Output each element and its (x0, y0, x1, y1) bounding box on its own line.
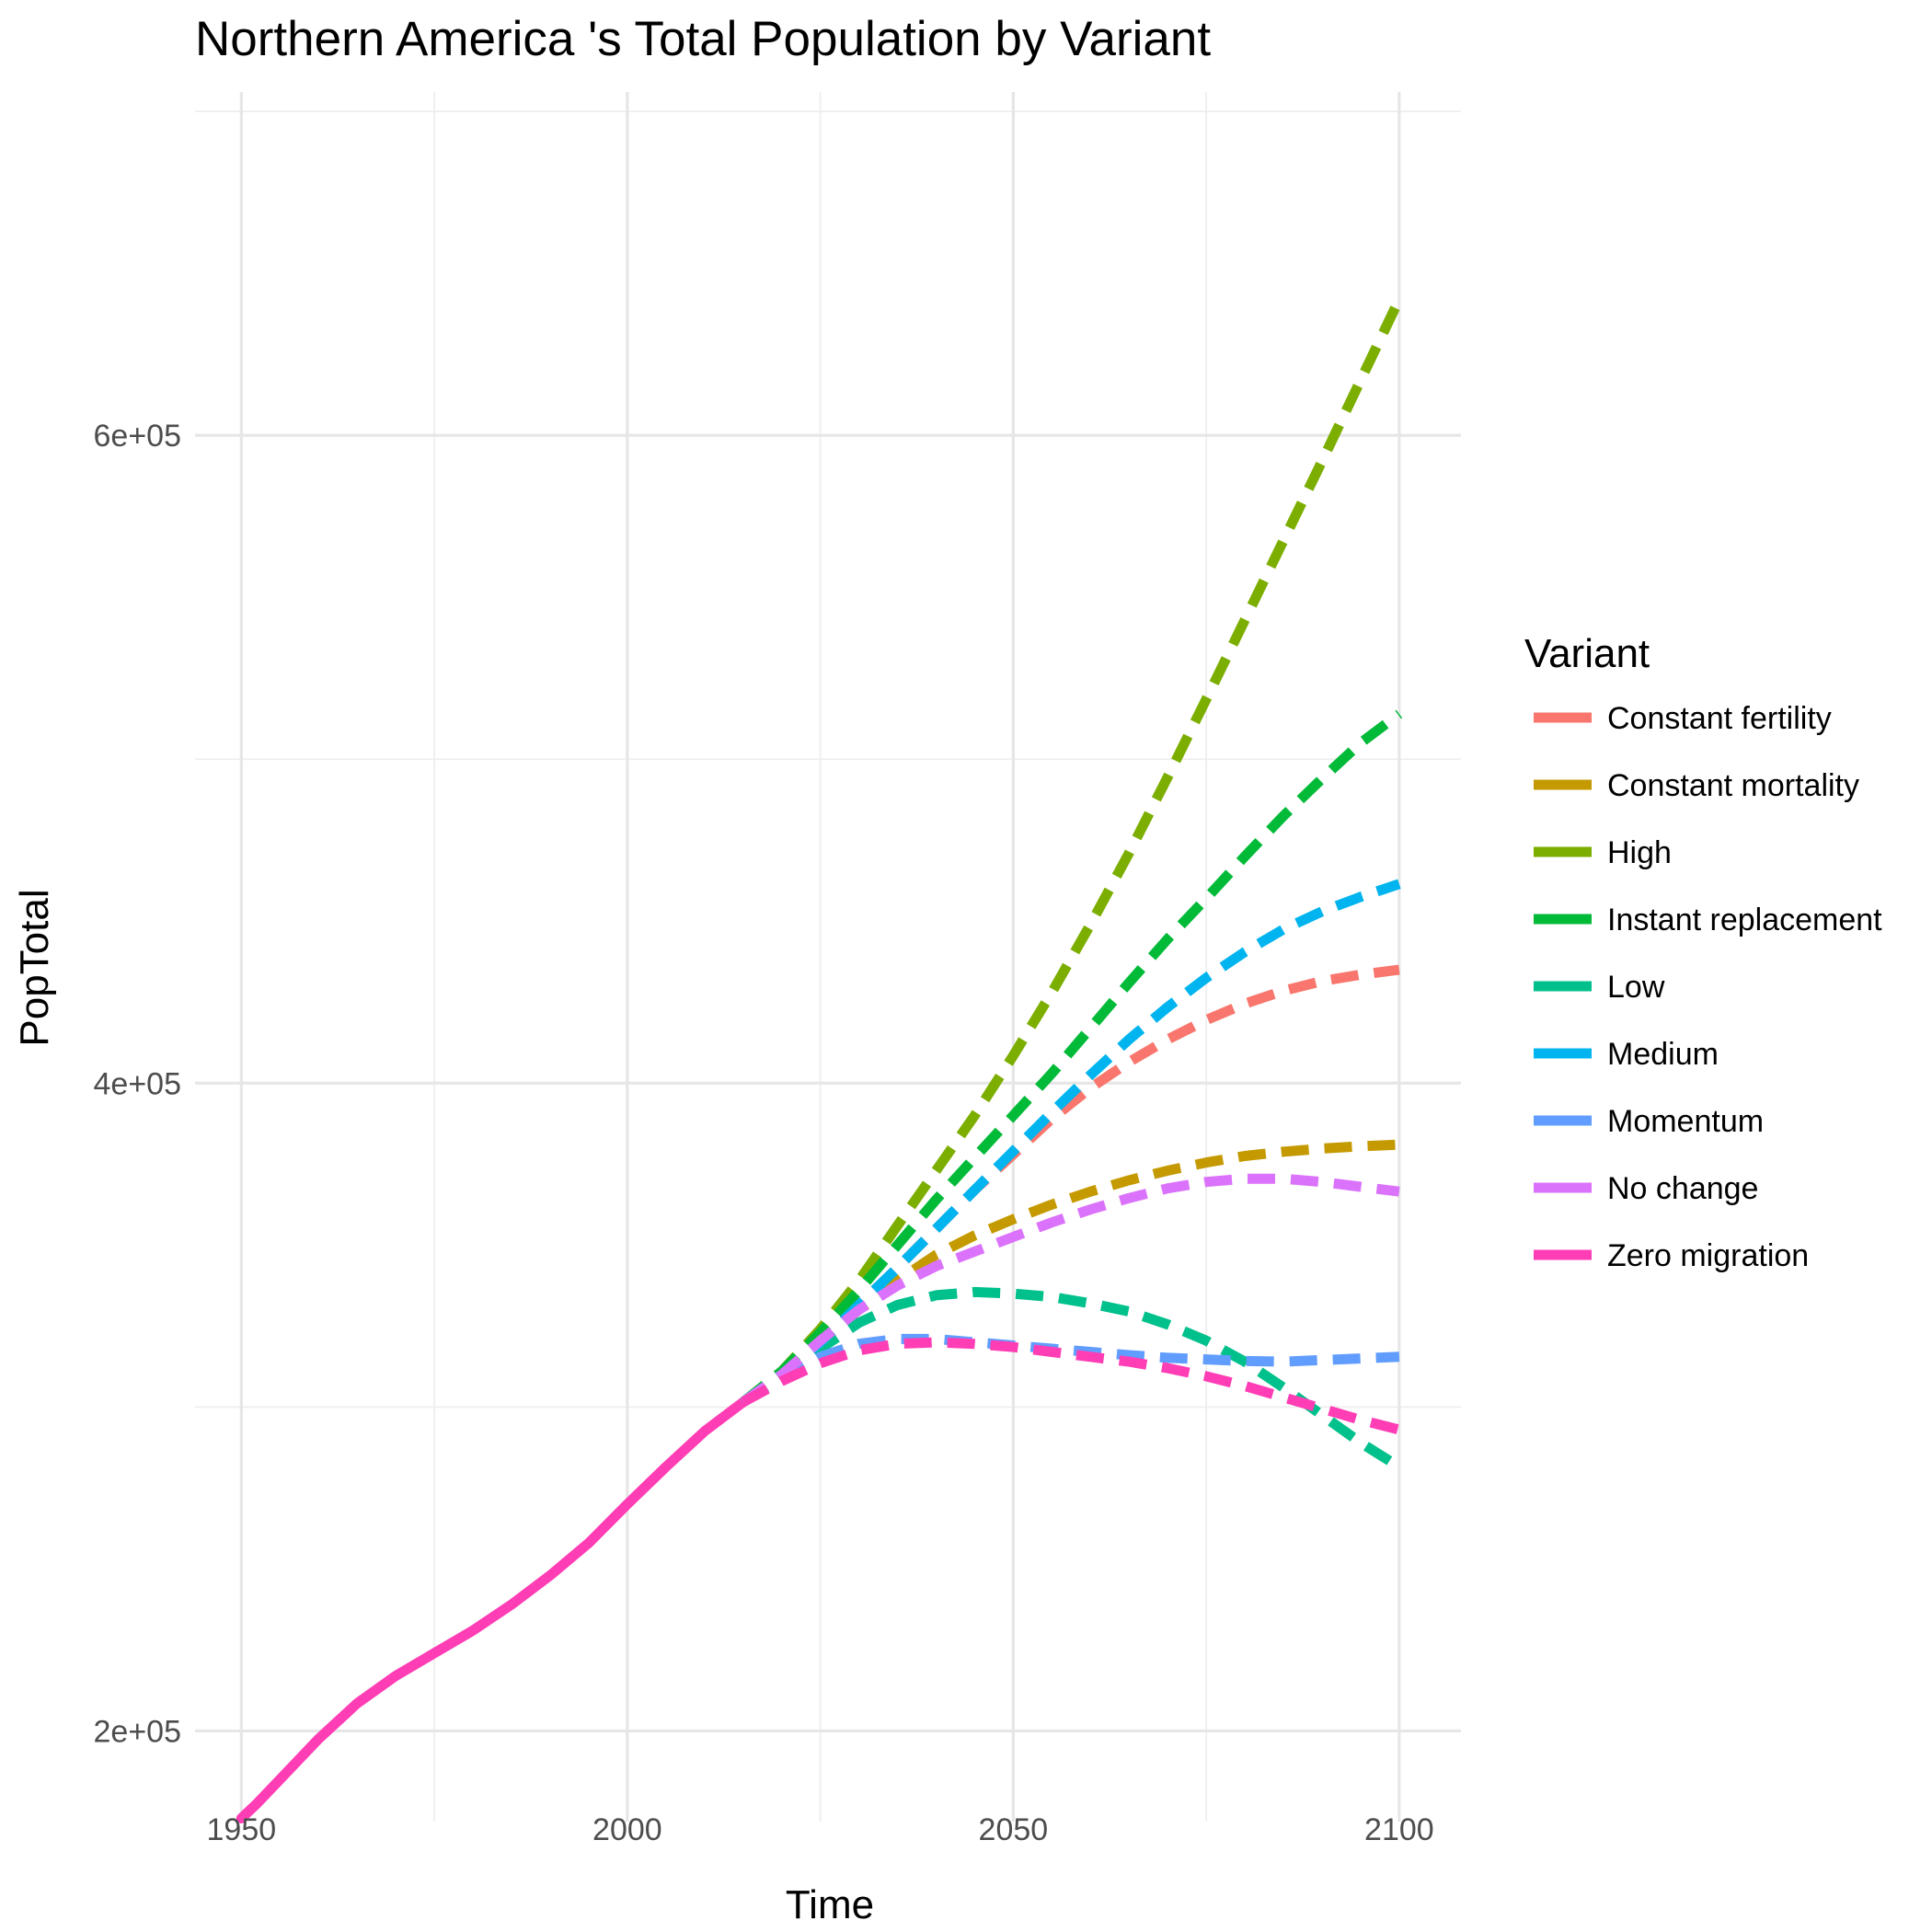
grid-lines (195, 92, 1461, 1822)
series-line-no-change-projected (740, 1173, 1400, 1407)
series-line-zero-migration-projected (741, 1337, 1410, 1439)
series-line-momentum-projected (740, 1333, 1400, 1407)
legend-label: High (1607, 835, 1672, 870)
x-tick-label: 2100 (1364, 1812, 1434, 1847)
legend-label: Constant mortality (1607, 768, 1859, 803)
series-line-medium-projected (740, 879, 1401, 1407)
series-lines (236, 296, 1410, 1823)
series-line-instant-replacement-projected (740, 709, 1403, 1407)
legend-label: Instant replacement (1607, 903, 1882, 937)
series-line-constant-fertility-projected (740, 964, 1400, 1407)
y-tick-label: 2e+05 (94, 1714, 182, 1749)
legend-label: Constant fertility (1607, 701, 1832, 736)
y-axis-title: PopTotal (12, 889, 57, 1046)
legend-label: No change (1607, 1171, 1758, 1206)
series-line-high-projected (740, 296, 1404, 1407)
legend-label: Zero migration (1607, 1238, 1809, 1273)
legend-title: Variant (1524, 631, 1650, 676)
y-tick-label: 6e+05 (94, 419, 182, 454)
y-tick-label: 4e+05 (94, 1066, 182, 1101)
chart-title: Northern America 's Total Population by … (195, 12, 1211, 66)
series-line-zero-migration-observed (236, 1397, 749, 1823)
legend-label: Low (1607, 970, 1665, 1005)
x-tick-label: 2000 (592, 1812, 662, 1847)
x-tick-label: 1950 (207, 1812, 277, 1847)
legend: Variant Constant fertility Constant morta… (1524, 631, 1882, 1273)
x-axis-title: Time (786, 1882, 874, 1927)
series-line-low-projected (740, 1286, 1402, 1472)
legend-label: Momentum (1607, 1104, 1764, 1139)
axis-tick-labels: 1950 2000 2050 2100 2e+05 4e+05 6e+05 (94, 419, 1434, 1847)
x-tick-label: 2050 (979, 1812, 1049, 1847)
legend-label: Medium (1607, 1037, 1719, 1072)
